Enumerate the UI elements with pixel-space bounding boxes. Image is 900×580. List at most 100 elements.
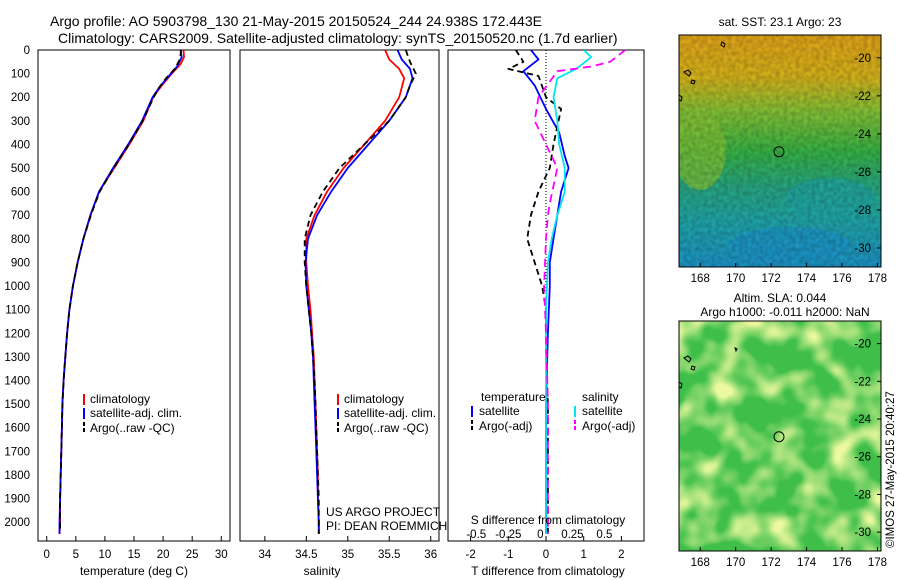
salinity-difference-tick-label: -0.5 xyxy=(466,529,486,541)
x-tick-label: 20 xyxy=(157,549,170,561)
depth-tick-label: 1600 xyxy=(4,423,30,435)
lat-tick-label: -28 xyxy=(854,205,871,217)
x-tick-label: 34.5 xyxy=(295,549,317,561)
sla-map-title-line2: Argo h1000: -0.011 h2000: NaN xyxy=(700,305,869,319)
sla-map-panel: Altim. SLA: 0.044 Argo h1000: -0.011 h20… xyxy=(678,291,887,569)
sla-profile-location-marker xyxy=(773,431,785,443)
lon-tick-label: 168 xyxy=(691,273,710,285)
legend-label-temperature-argo: Argo(-adj) xyxy=(479,419,532,433)
lat-tick-label: -20 xyxy=(854,339,871,351)
legend-label-argo: Argo(..raw -QC) xyxy=(344,421,429,435)
depth-tick-label: 100 xyxy=(11,69,30,81)
lat-tick-label: -30 xyxy=(854,527,871,539)
salinity-difference-tick-label: 0.5 xyxy=(596,529,612,541)
sst-map-frame xyxy=(678,34,882,268)
lon-tick-label: 170 xyxy=(726,273,745,285)
legend-label-salinity-argo: Argo(-adj) xyxy=(582,419,635,433)
depth-tick-label: 1000 xyxy=(4,281,30,293)
depth-tick-label: 400 xyxy=(11,139,30,151)
project-line1: US ARGO PROJECT xyxy=(326,505,441,519)
lon-tick-label: 176 xyxy=(832,557,851,569)
lon-tick-label: 174 xyxy=(797,273,817,285)
temperature-legend: climatology satellite-adj. clim. Argo(..… xyxy=(83,392,182,435)
sla-lat-ticks: -20 -22 -24 -26 -28 -30 xyxy=(854,339,881,539)
series-line xyxy=(507,50,562,534)
x-tick-label: 35.5 xyxy=(378,549,400,561)
lat-tick-label: -22 xyxy=(854,376,871,388)
salinity-difference-tick-label: 0 xyxy=(537,529,543,541)
depth-tick-label: 1200 xyxy=(4,328,30,340)
sst-map-panel: sat. SST: 23.1 Argo: 23 168 170 172 174 176 1… xyxy=(678,15,887,285)
lat-tick-label: -30 xyxy=(854,243,871,255)
x-tick-label: 35 xyxy=(341,549,354,561)
sla-coastline xyxy=(679,347,738,389)
lon-tick-label: 176 xyxy=(832,273,851,285)
x-tick-label: 25 xyxy=(186,549,199,561)
sst-lon-ticks: 168 170 172 174 176 178 xyxy=(691,263,887,285)
salinity-lines xyxy=(303,50,417,534)
depth-tick-label: 700 xyxy=(11,210,30,222)
x-tick-label: 30 xyxy=(215,549,228,561)
legend-label-climatology: climatology xyxy=(90,392,150,406)
legend-label-salinity-satellite: satellite xyxy=(582,404,623,418)
sst-profile-location-marker xyxy=(773,146,785,158)
x-tick-label: -2 xyxy=(465,549,475,561)
legend-label-satellite: satellite-adj. clim. xyxy=(90,406,182,420)
lat-tick-label: -22 xyxy=(854,91,871,103)
x-tick-label: 0 xyxy=(44,549,50,561)
difference-top-label: S difference from climatology xyxy=(471,513,626,527)
legend-label-temperature-satellite: satellite xyxy=(479,404,520,418)
legend-title-temperature: temperature xyxy=(481,390,546,404)
temperature-x-ticks: 0 5 10 15 20 25 30 xyxy=(44,536,228,561)
sla-blob-texture xyxy=(679,321,881,551)
series-line xyxy=(545,50,593,534)
series-line xyxy=(303,50,417,534)
lon-tick-label: 168 xyxy=(691,557,710,569)
salinity-xlabel: salinity xyxy=(304,564,341,578)
depth-tick-label: 1400 xyxy=(4,375,30,387)
sst-map-title: sat. SST: 23.1 Argo: 23 xyxy=(719,15,842,29)
depth-tick-label: 1900 xyxy=(4,494,30,506)
legend-label-climatology: climatology xyxy=(344,392,404,406)
depth-tick-label: 500 xyxy=(11,163,30,175)
legend-label-argo: Argo(..raw -QC) xyxy=(90,421,175,435)
figure-title-line1: Argo profile: AO 5903798_130 21-May-2015… xyxy=(50,13,542,29)
difference-lines xyxy=(507,50,626,541)
lat-tick-label: -24 xyxy=(854,414,871,426)
legend-title-salinity: salinity xyxy=(582,390,619,404)
depth-tick-label: 1300 xyxy=(4,352,30,364)
lon-tick-label: 174 xyxy=(797,557,817,569)
depth-tick-label: 1500 xyxy=(4,399,30,411)
depth-tick-label: 1700 xyxy=(4,446,30,458)
salinity-difference-tick-label: 0.25 xyxy=(561,529,583,541)
legend-label-satellite: satellite-adj. clim. xyxy=(344,406,436,420)
sla-lon-ticks: 168 170 172 174 176 178 xyxy=(691,547,887,569)
sst-lat-ticks: -20 -22 -24 -26 -28 -30 xyxy=(854,53,881,255)
lat-tick-label: -20 xyxy=(854,53,871,65)
sla-map-title-line1: Altim. SLA: 0.044 xyxy=(734,291,827,305)
series-line xyxy=(533,50,626,534)
depth-tick-label: 1800 xyxy=(4,470,30,482)
lon-tick-label: 172 xyxy=(762,557,781,569)
depth-tick-label: 600 xyxy=(11,187,30,199)
difference-legend: temperature salinity satellite Argo(-adj… xyxy=(471,390,635,433)
depth-tick-label: 900 xyxy=(11,257,30,269)
salinity-panel: 34 34.5 35 35.5 36 salinity climatology sate… xyxy=(239,49,447,578)
temperature-xlabel: temperature (deg C) xyxy=(80,564,188,578)
salinity-plot-frame xyxy=(239,49,440,542)
temperature-plot-frame xyxy=(37,49,231,542)
difference-xlabel: T difference from climatology xyxy=(471,564,625,578)
x-tick-label: 36 xyxy=(424,549,437,561)
depth-tick-label: 1100 xyxy=(5,305,30,317)
x-tick-label: 34 xyxy=(258,549,271,561)
depth-axis: 0 100 200 300 400 500 600 700 800 900 1000 1100 1200… xyxy=(4,45,644,529)
x-tick-label: 2 xyxy=(618,549,624,561)
lat-tick-label: -24 xyxy=(854,129,871,141)
lon-tick-label: 178 xyxy=(868,557,887,569)
depth-tick-label: 2000 xyxy=(4,517,30,529)
depth-tick-label: 300 xyxy=(11,116,30,128)
lon-tick-label: 170 xyxy=(726,557,745,569)
project-line2: PI: DEAN ROEMMICH xyxy=(326,519,447,533)
x-tick-label: 0 xyxy=(543,549,549,561)
